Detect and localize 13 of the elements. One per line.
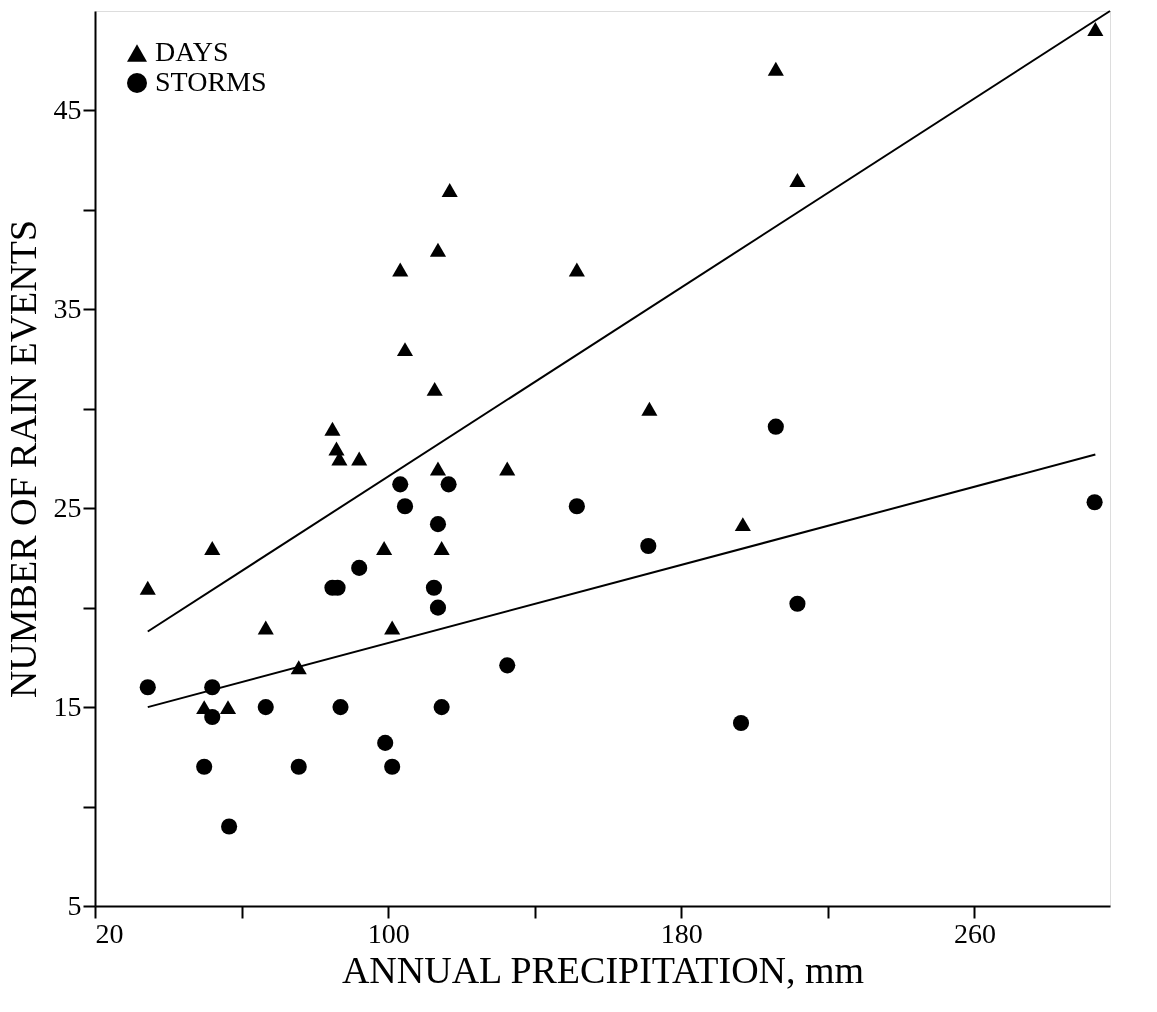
x-tick-label: 100	[367, 917, 410, 949]
x-axis-title: ANNUAL PRECIPITATION, mm	[341, 948, 865, 991]
x-tick-label: 180	[660, 917, 703, 949]
y-tick-label: 15	[53, 690, 82, 722]
y-axis-title: NUMBER OF RAIN EVENTS	[1, 219, 44, 699]
x-tick-label: 260	[953, 917, 996, 949]
x-tick-label: 20	[95, 917, 124, 949]
y-tick-label: 25	[53, 491, 82, 523]
y-tick-label: 5	[67, 889, 82, 921]
y-tick-label: 45	[53, 93, 82, 125]
y-tick-label: 35	[53, 292, 82, 324]
legend-label: DAYS	[155, 36, 229, 67]
legend-label: STORMS	[155, 66, 267, 97]
